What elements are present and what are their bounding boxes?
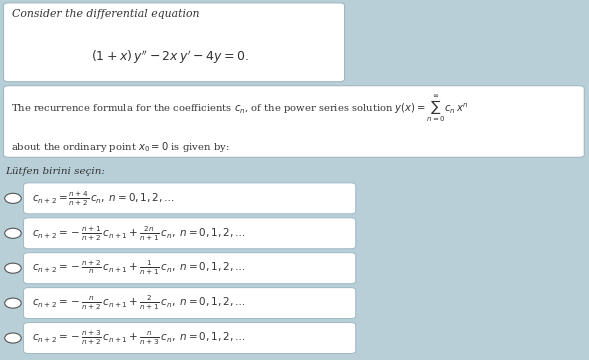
FancyBboxPatch shape bbox=[4, 3, 345, 82]
Circle shape bbox=[5, 333, 21, 343]
Circle shape bbox=[5, 263, 21, 273]
Text: about the ordinary point $x_0 = 0$ is given by:: about the ordinary point $x_0 = 0$ is gi… bbox=[11, 140, 229, 154]
Text: The recurrence formula for the coefficients $c_n$, of the power series solution : The recurrence formula for the coefficie… bbox=[11, 94, 468, 125]
Text: $c_{n+2} = \frac{n+4}{n+2}\, c_n,\; n = 0, 1, 2, \ldots$: $c_{n+2} = \frac{n+4}{n+2}\, c_n,\; n = … bbox=[32, 189, 175, 208]
Text: $c_{n+2} = -\frac{n+1}{n+2}\, c_{n+1} + \frac{2n}{n+1}\, c_n,\; n = 0, 1, 2, \ld: $c_{n+2} = -\frac{n+1}{n+2}\, c_{n+1} + … bbox=[32, 224, 246, 243]
Text: $c_{n+2} = -\frac{n}{n+2}\, c_{n+1} + \frac{2}{n+1}\, c_n,\; n = 0, 1, 2, \ldots: $c_{n+2} = -\frac{n}{n+2}\, c_{n+1} + \f… bbox=[32, 294, 246, 312]
Circle shape bbox=[5, 228, 21, 238]
Circle shape bbox=[5, 193, 21, 203]
FancyBboxPatch shape bbox=[24, 323, 356, 354]
FancyBboxPatch shape bbox=[4, 86, 584, 157]
FancyBboxPatch shape bbox=[24, 218, 356, 249]
Text: Lütfen birini seçin:: Lütfen birini seçin: bbox=[5, 167, 105, 176]
Text: $c_{n+2} = -\frac{n+2}{n}\, c_{n+1} + \frac{1}{n+1}\, c_n,\; n = 0, 1, 2, \ldots: $c_{n+2} = -\frac{n+2}{n}\, c_{n+1} + \f… bbox=[32, 259, 246, 278]
Text: Consider the differential equation: Consider the differential equation bbox=[12, 9, 199, 19]
Text: $c_{n+2} = -\frac{n+3}{n+2}\, c_{n+1} + \frac{n}{n+3}\, c_n,\; n = 0, 1, 2, \ldo: $c_{n+2} = -\frac{n+3}{n+2}\, c_{n+1} + … bbox=[32, 329, 246, 347]
FancyBboxPatch shape bbox=[24, 253, 356, 284]
FancyBboxPatch shape bbox=[24, 288, 356, 319]
Circle shape bbox=[5, 298, 21, 308]
FancyBboxPatch shape bbox=[24, 183, 356, 214]
Text: $(1+x)\,y^{\prime\prime} - 2x\,y^{\prime} - 4y = 0.$: $(1+x)\,y^{\prime\prime} - 2x\,y^{\prime… bbox=[91, 49, 248, 66]
